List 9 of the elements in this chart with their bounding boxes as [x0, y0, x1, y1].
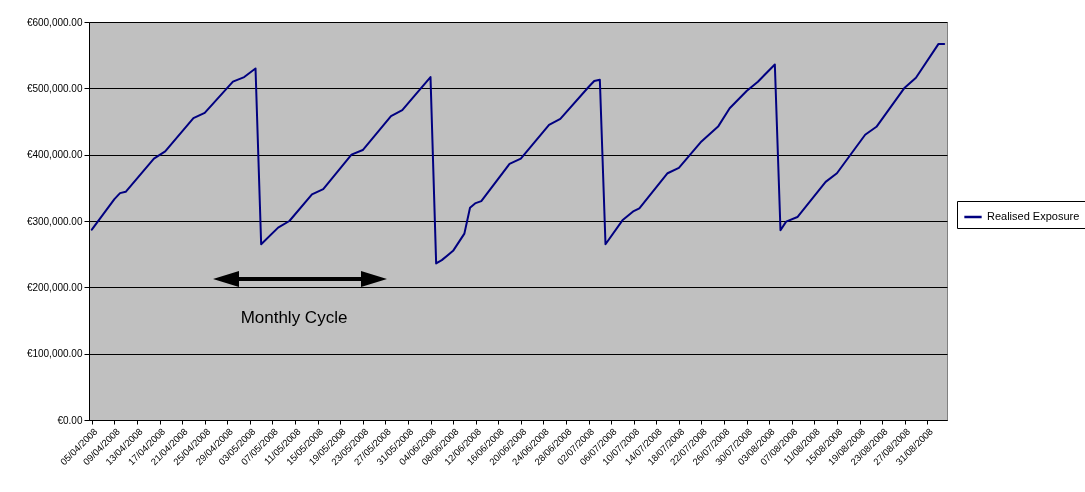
- y-tick-label: €500,000.00: [26, 82, 83, 94]
- y-tick-label: €600,000.00: [26, 16, 83, 28]
- y-tick-label: €0.00: [57, 414, 83, 426]
- legend-label: Realised Exposure: [987, 210, 1080, 222]
- y-tick-label: €400,000.00: [26, 149, 83, 161]
- annotation: Monthly Cycle: [240, 308, 348, 327]
- y-tick-label: €100,000.00: [26, 348, 83, 360]
- y-tick-label: €200,000.00: [26, 281, 83, 293]
- y-tick-label: €300,000.00: [26, 215, 83, 227]
